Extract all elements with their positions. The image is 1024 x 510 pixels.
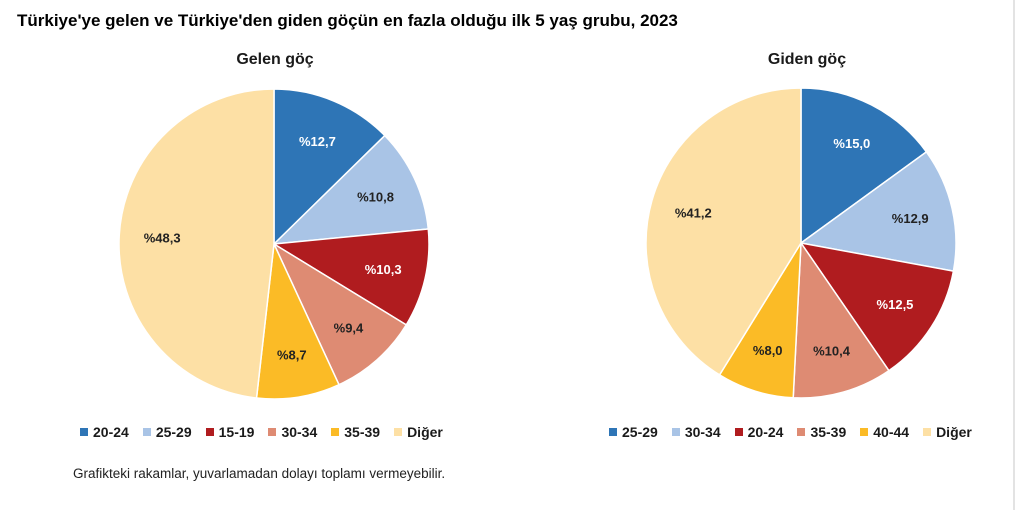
legend-item: Diğer [923,424,972,440]
legend-swatch [268,428,276,436]
legend-label: Diğer [936,424,972,440]
legend-item: 40-44 [860,424,909,440]
legend-item: 15-19 [206,424,255,440]
legend-label: 20-24 [93,424,129,440]
legend-swatch [206,428,214,436]
slice-label: %12,5 [877,297,914,312]
legend-label: 20-24 [748,424,784,440]
legend-swatch [80,428,88,436]
legend-item: 20-24 [735,424,784,440]
legend-item: 35-39 [331,424,380,440]
legend-label: 15-19 [219,424,255,440]
legend-swatch [672,428,680,436]
legend-swatch [331,428,339,436]
slice-label: %8,0 [753,343,783,358]
legend-item: 25-29 [143,424,192,440]
legend-swatch [797,428,805,436]
legend-label: 25-29 [156,424,192,440]
legend-swatch [394,428,402,436]
legend-swatch [609,428,617,436]
legend-swatch [923,428,931,436]
legend-label: 25-29 [622,424,658,440]
legend-label: 35-39 [344,424,380,440]
legend-giden: 25-29 30-34 20-24 35-39 40-44 Diğer [609,422,986,442]
slice-label: %12,9 [892,211,929,226]
legend-label: 35-39 [810,424,846,440]
legend-swatch [143,428,151,436]
slice-label: %10,4 [813,344,851,359]
legend-label: 30-34 [685,424,721,440]
legend-swatch [735,428,743,436]
legend-label: 30-34 [281,424,317,440]
legend-label: Diğer [407,424,443,440]
legend-swatch [860,428,868,436]
legend-gelen: 20-24 25-29 15-19 30-34 35-39 Diğer [80,422,457,442]
legend-label: 40-44 [873,424,909,440]
footnote: Grafikteki rakamlar, yuvarlamadan dolayı… [73,466,445,481]
legend-item: Diğer [394,424,443,440]
legend-item: 30-34 [268,424,317,440]
slice-label: %41,2 [675,205,712,220]
legend-item: 25-29 [609,424,658,440]
legend-item: 30-34 [672,424,721,440]
legend-item: 35-39 [797,424,846,440]
slice-label: %15,0 [833,136,870,151]
legend-item: 20-24 [80,424,129,440]
